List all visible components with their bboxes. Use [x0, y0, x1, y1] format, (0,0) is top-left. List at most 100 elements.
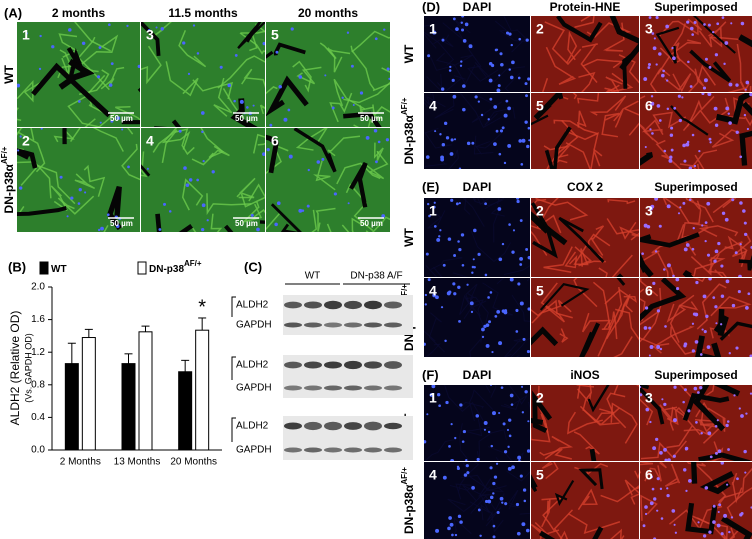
- cell-boundary: [213, 77, 233, 117]
- cell-boundary: [544, 21, 582, 66]
- nucleus: [704, 486, 709, 490]
- nucleus: [676, 287, 680, 291]
- legend-swatch: [39, 261, 49, 275]
- micrograph-texture: [424, 385, 530, 461]
- nucleus: [673, 523, 676, 526]
- cell-boundary: [424, 31, 455, 66]
- cell-boundary: [698, 225, 739, 237]
- nucleus: [266, 148, 270, 152]
- cell-boundary: [115, 106, 140, 121]
- nucleus: [707, 93, 712, 97]
- gap: [739, 101, 752, 166]
- cell-boundary: [365, 216, 390, 232]
- cell-boundary: [253, 209, 265, 218]
- nucleus: [743, 221, 747, 225]
- cell-boundary: [683, 419, 712, 437]
- gap: [237, 22, 265, 49]
- cell-boundary: [546, 530, 569, 539]
- gap: [640, 252, 654, 277]
- nucleus: [643, 326, 648, 330]
- nucleus: [433, 225, 437, 228]
- nucleus: [457, 285, 461, 289]
- micrograph-texture: [531, 462, 639, 539]
- cell-boundary: [574, 16, 595, 28]
- nucleus: [441, 143, 446, 147]
- nucleus: [442, 475, 447, 480]
- cell-boundary: [576, 385, 595, 388]
- nucleus: [515, 330, 519, 333]
- cell-boundary: [433, 34, 454, 48]
- blot-strip: [283, 416, 413, 460]
- gap: [531, 417, 544, 426]
- cell-boundary: [452, 272, 469, 277]
- nucleus: [519, 263, 523, 266]
- cell-boundary: [535, 198, 589, 221]
- y-tick-label: 1.6: [31, 314, 45, 325]
- nucleus: [644, 145, 647, 149]
- nucleus: [459, 64, 463, 67]
- cell-boundary: [702, 385, 715, 399]
- nucleus: [653, 497, 657, 501]
- nucleus: [450, 459, 455, 461]
- gap: [58, 58, 95, 90]
- nucleus: [713, 259, 717, 263]
- micrograph: [266, 22, 390, 127]
- nucleus: [121, 128, 124, 131]
- nucleus: [471, 141, 475, 145]
- nucleus: [307, 168, 310, 172]
- nucleus: [647, 62, 651, 67]
- nucleus: [492, 411, 496, 416]
- cell-boundary: [236, 177, 256, 199]
- nucleus: [78, 188, 82, 192]
- cell-boundary: [341, 217, 363, 232]
- column-header: iNOS: [570, 368, 599, 382]
- x-tick-label: 20 Months: [170, 457, 217, 468]
- blot-band: [324, 447, 342, 453]
- cell-boundary: [430, 256, 463, 270]
- nucleus: [450, 423, 453, 426]
- nucleus: [725, 279, 730, 284]
- row-label-sup: AF/+: [400, 284, 409, 302]
- cell-boundary: [640, 462, 654, 474]
- gap: [17, 148, 38, 169]
- blot-band: [324, 421, 342, 431]
- cell-boundary: [581, 312, 612, 333]
- nucleus: [712, 30, 715, 34]
- cell-boundary: [727, 83, 750, 92]
- nucleus: [479, 534, 482, 538]
- column-header: Protein-HNE: [550, 0, 621, 14]
- micrograph-texture: [640, 385, 752, 461]
- nucleus: [735, 346, 739, 350]
- cell-boundary: [724, 235, 748, 261]
- micrograph-texture: [17, 22, 140, 127]
- nucleus: [450, 198, 454, 202]
- column-header: Superimposed: [654, 0, 737, 14]
- nucleus: [740, 414, 744, 418]
- nucleus: [202, 160, 205, 163]
- cell-boundary: [541, 497, 563, 532]
- nucleus: [288, 154, 293, 159]
- nucleus: [738, 407, 741, 410]
- nucleus: [744, 88, 747, 91]
- nucleus: [427, 202, 430, 206]
- nucleus: [448, 444, 451, 448]
- nucleus: [655, 437, 659, 442]
- nucleus: [640, 393, 643, 397]
- nucleus: [233, 99, 236, 103]
- nucleus: [524, 120, 528, 124]
- cell-boundary: [296, 66, 322, 85]
- cell-boundary: [537, 198, 562, 234]
- nucleus: [428, 214, 431, 218]
- nucleus: [521, 385, 524, 388]
- cell-boundary: [442, 22, 475, 50]
- nucleus: [709, 141, 712, 144]
- nucleus: [640, 385, 642, 389]
- nucleus: [77, 202, 81, 205]
- bracket: [231, 296, 236, 317]
- image-number: 2: [22, 133, 30, 149]
- gap: [554, 479, 575, 507]
- gap: [155, 213, 193, 232]
- image-number: 1: [22, 27, 30, 43]
- cell-boundary: [501, 385, 521, 410]
- cell-boundary: [192, 213, 223, 232]
